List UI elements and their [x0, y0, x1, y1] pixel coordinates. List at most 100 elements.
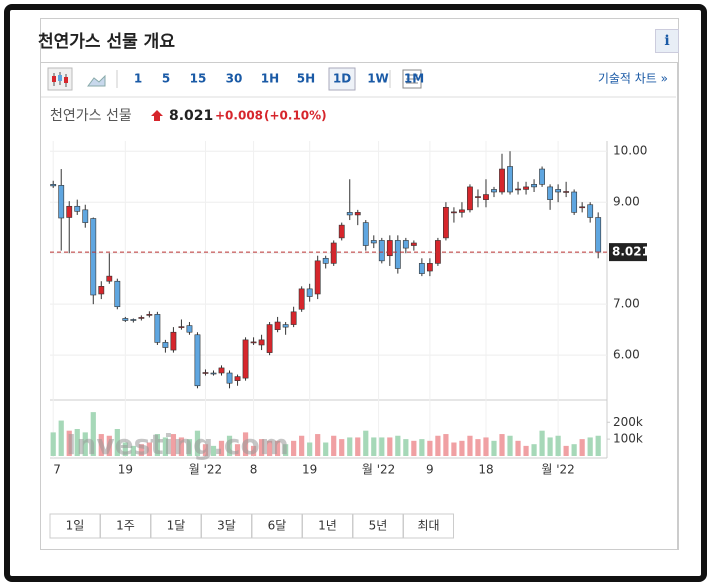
x-tick-label: 18: [478, 463, 493, 477]
interval-button[interactable]: 5H: [297, 72, 315, 86]
volume-bar: [347, 437, 353, 456]
volume-bar: [226, 435, 233, 456]
candle-body: [218, 367, 225, 374]
interval-button[interactable]: 1M: [404, 72, 424, 86]
volume-bar: [323, 442, 329, 456]
candle-body: [170, 331, 177, 351]
interval-button[interactable]: 1H: [261, 72, 279, 86]
volume-bar: [563, 445, 569, 456]
candle-body: [210, 372, 217, 375]
candle-body: [194, 334, 201, 387]
x-tick-label: 9: [426, 463, 434, 477]
volume-bar: [210, 445, 217, 456]
volume-bar: [339, 439, 345, 456]
interval-button[interactable]: 30: [226, 72, 243, 86]
range-button[interactable]: [201, 513, 252, 539]
candle-body: [290, 311, 297, 325]
candle-body: [66, 205, 73, 218]
interval-button[interactable]: 15: [190, 72, 207, 86]
volume-tick-label: 200k: [613, 415, 643, 429]
candle-body: [154, 314, 161, 343]
candle-body: [338, 224, 345, 239]
y-tick-label: 9.00: [613, 195, 640, 209]
candle-body: [539, 168, 545, 185]
interval-button[interactable]: 5: [162, 72, 170, 86]
volume-bar: [443, 434, 449, 456]
candle-body: [306, 288, 313, 297]
candle-body: [507, 166, 513, 193]
volume-bar: [395, 435, 401, 456]
x-tick-label: 월 '22: [362, 463, 395, 477]
frame: [4, 4, 707, 582]
range-button[interactable]: [302, 513, 353, 539]
volume-bar: [379, 437, 385, 456]
volume-bar: [331, 435, 337, 456]
volume-bar: [571, 444, 577, 456]
volume-bar: [507, 435, 513, 456]
interval-selected: [328, 67, 356, 91]
candle-body: [266, 324, 273, 353]
volume-tick-label: 100k: [613, 432, 643, 446]
candle-body: [322, 257, 329, 264]
candle-body: [483, 194, 489, 200]
quote-change-pct: (+0.10%): [264, 109, 327, 123]
volume-bar: [499, 434, 505, 456]
volume-bar: [154, 434, 160, 456]
volume-bar: [451, 442, 457, 456]
interval-button[interactable]: 1W: [367, 72, 389, 86]
volume-bar: [162, 437, 169, 456]
x-tick-label: 7: [53, 463, 61, 477]
candle-body: [98, 286, 105, 295]
range-button[interactable]: [352, 513, 404, 539]
volume-bar: [515, 440, 521, 456]
candle-body: [378, 240, 385, 262]
volume-bar: [234, 444, 241, 456]
quote-name: 천연가스 선물: [50, 108, 132, 124]
candle-body: [451, 211, 457, 214]
up-arrow: [151, 110, 163, 121]
watermark: Investing.com: [66, 428, 289, 461]
volume-bar: [555, 435, 561, 456]
tech-chart-link[interactable]: 기술적 차트 »: [598, 72, 668, 86]
volume-bar: [98, 434, 104, 456]
candle-body: [595, 217, 602, 253]
candle-body: [90, 218, 97, 296]
volume-bar: [146, 442, 152, 456]
candle-body: [547, 186, 554, 200]
candle-body: [162, 342, 169, 348]
volume-bar: [275, 440, 281, 456]
volume-bar: [130, 445, 136, 456]
x-tick-label: 월 '22: [189, 463, 222, 477]
quote-change: +0.008: [215, 109, 263, 123]
candle-body: [186, 325, 193, 333]
volume-bar: [531, 444, 537, 456]
info-button[interactable]: i: [655, 29, 679, 53]
candle-body: [330, 242, 337, 264]
interval-button[interactable]: 1D: [333, 72, 351, 86]
candle-body: [418, 263, 425, 274]
candle-body: [443, 206, 449, 239]
candle-body: [226, 372, 233, 384]
x-tick-label: 19: [302, 463, 317, 477]
volume-bar: [595, 435, 601, 456]
range-button[interactable]: [403, 513, 454, 539]
range-label: 5년: [369, 519, 388, 533]
candle-body: [362, 222, 369, 246]
volume-bar: [371, 437, 377, 456]
volume-bar: [186, 439, 193, 456]
candle-body: [402, 240, 409, 249]
interval-button[interactable]: 1: [134, 72, 142, 86]
volume-bar: [122, 442, 128, 456]
area-icon[interactable]: [87, 74, 106, 87]
volume-bar: [459, 440, 465, 456]
volume-bar: [387, 437, 393, 456]
range-button[interactable]: [150, 513, 202, 539]
candle-body: [523, 186, 529, 190]
candle-body: [146, 314, 153, 316]
volume-bar: [587, 437, 593, 456]
range-button[interactable]: [100, 513, 151, 539]
candle-body: [410, 242, 417, 246]
candle-body: [587, 204, 594, 218]
candle-body: [354, 212, 361, 216]
